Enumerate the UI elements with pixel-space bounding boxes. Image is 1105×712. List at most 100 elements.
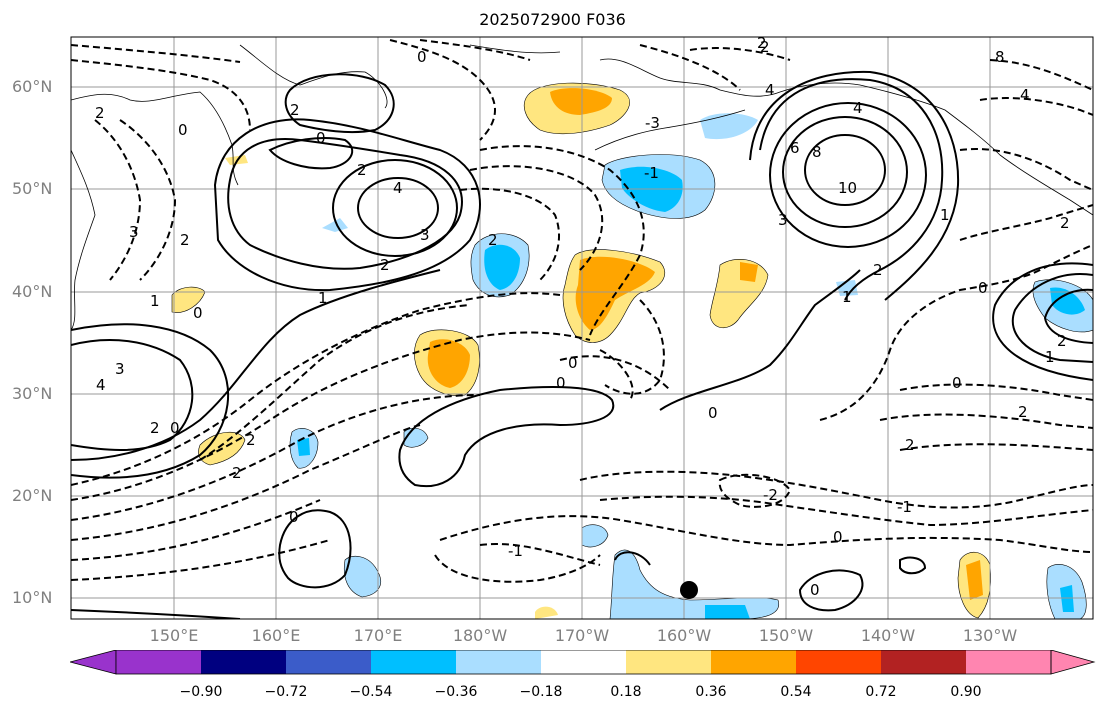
contour-label: 0 (978, 279, 988, 297)
contour-label: 2 (873, 261, 883, 279)
contour-label: 2 (380, 256, 390, 274)
lat-label-60n: 60°N (12, 77, 53, 96)
contour-label: 1 (842, 288, 852, 306)
contour-label: 0 (178, 121, 188, 139)
positive-patch (427, 339, 470, 388)
colorbar-bin (966, 650, 1051, 674)
colorbar-bin (201, 650, 286, 674)
negative-patch (1050, 287, 1085, 315)
contour-label: -1 (508, 542, 523, 560)
contour-label: -3 (645, 114, 660, 132)
contour-label: 3 (420, 226, 430, 244)
colorbar-tick: 0.18 (610, 684, 642, 700)
colorbar-bin (286, 650, 371, 674)
lon-label-170e: 170°E (353, 626, 403, 645)
contour-label: 2 (760, 38, 770, 56)
contour-label: 0 (568, 354, 578, 372)
lon-label-160w: 160°W (656, 626, 712, 645)
contour-label: 2 (290, 101, 300, 119)
contour-label: 2 (1060, 214, 1070, 232)
lat-label-10n: 10°N (12, 588, 53, 607)
contour-label: 0 (952, 374, 962, 392)
colorbar-tick: 0.72 (865, 684, 897, 700)
map-frame (70, 36, 1094, 620)
contour-label: 0 (289, 508, 299, 526)
contour-label: 0 (170, 419, 180, 437)
contour-label: 0 (810, 581, 820, 599)
positive-patch (550, 88, 612, 115)
shaded-anomaly-layer (171, 82, 1093, 619)
graticule (71, 37, 1093, 619)
contour-label: 2 (1018, 403, 1028, 421)
colorbar-tick: 0.90 (950, 684, 982, 700)
colorbar-bin (711, 650, 796, 674)
contour-label: 3 (115, 360, 125, 378)
contour-label: 0 (417, 48, 427, 66)
coastlines (71, 44, 1093, 331)
contour-label: 2 (232, 464, 242, 482)
contour-label: 2 (757, 34, 767, 52)
contour-label: 2 (180, 231, 190, 249)
station-dot (680, 581, 698, 599)
contour-label: 1 (318, 289, 328, 307)
contours-negative (71, 39, 1093, 583)
colorbar-bin (541, 650, 626, 674)
negative-patch (343, 555, 382, 598)
negative-patch (705, 605, 750, 619)
colorbar-tick: 0.36 (695, 684, 727, 700)
contour-label: 2 (905, 436, 915, 454)
colorbar-tick: −0.54 (349, 684, 393, 700)
contour-label: 1 (150, 292, 160, 310)
contour-label: 4 (853, 99, 863, 117)
lon-label-180w: 180°W (452, 626, 508, 645)
positive-patch (535, 606, 558, 619)
contour-label: 8 (812, 143, 822, 161)
colorbar-bin (371, 650, 456, 674)
contour-label: 1 (940, 206, 950, 224)
positive-patch (966, 560, 983, 600)
negative-patch (297, 438, 310, 456)
contour-label: 4 (765, 81, 775, 99)
contour-label: 2 (246, 431, 256, 449)
contour-label: 1 (1045, 348, 1055, 366)
contour-label: -1 (644, 164, 659, 182)
contour-label: 8 (995, 48, 1005, 66)
negative-patch (700, 113, 758, 140)
contour-label: 2 (488, 231, 498, 249)
colorbar-bin (456, 650, 541, 674)
contour-label: -2 (763, 486, 778, 504)
contour-label: 0 (708, 404, 718, 422)
negative-patch (484, 244, 520, 290)
colorbar-bin (796, 650, 881, 674)
contour-label: 0 (833, 528, 843, 546)
lon-label-150w: 150°W (758, 626, 814, 645)
contour-labels: 10 8 6 4 3 2 1 4 3 2 2 1 2 0 0 0 2 3 2 1… (95, 34, 1070, 599)
colorbar-bin (626, 650, 711, 674)
negative-patch (322, 218, 348, 232)
contour-label: 6 (790, 139, 800, 157)
colorbar-bin (881, 650, 966, 674)
lat-label-50n: 50°N (12, 179, 53, 198)
colorbar-tick: −0.36 (434, 684, 478, 700)
lon-label-170w: 170°W (554, 626, 610, 645)
lat-label-20n: 20°N (12, 486, 53, 505)
positive-patch (740, 262, 758, 282)
contour-label: 4 (393, 179, 403, 197)
contour-label: 10 (838, 179, 857, 197)
contour-label: 0 (556, 374, 566, 392)
negative-patch (581, 524, 609, 548)
contour-label: 2 (150, 419, 160, 437)
colorbar-extend-low (70, 650, 117, 675)
contour-label: -1 (897, 498, 912, 516)
contour-label: 0 (316, 129, 326, 147)
lat-label-30n: 30°N (12, 384, 53, 403)
lon-label-160e: 160°E (251, 626, 301, 645)
contour-label: 2 (1057, 332, 1067, 350)
lat-label-40n: 40°N (12, 282, 53, 301)
colorbar-bin (116, 650, 201, 674)
contour-label: 3 (778, 211, 788, 229)
contour-label: 4 (1020, 86, 1030, 104)
colorbar-tick: −0.18 (519, 684, 563, 700)
colorbar-tick: 0.54 (780, 684, 812, 700)
